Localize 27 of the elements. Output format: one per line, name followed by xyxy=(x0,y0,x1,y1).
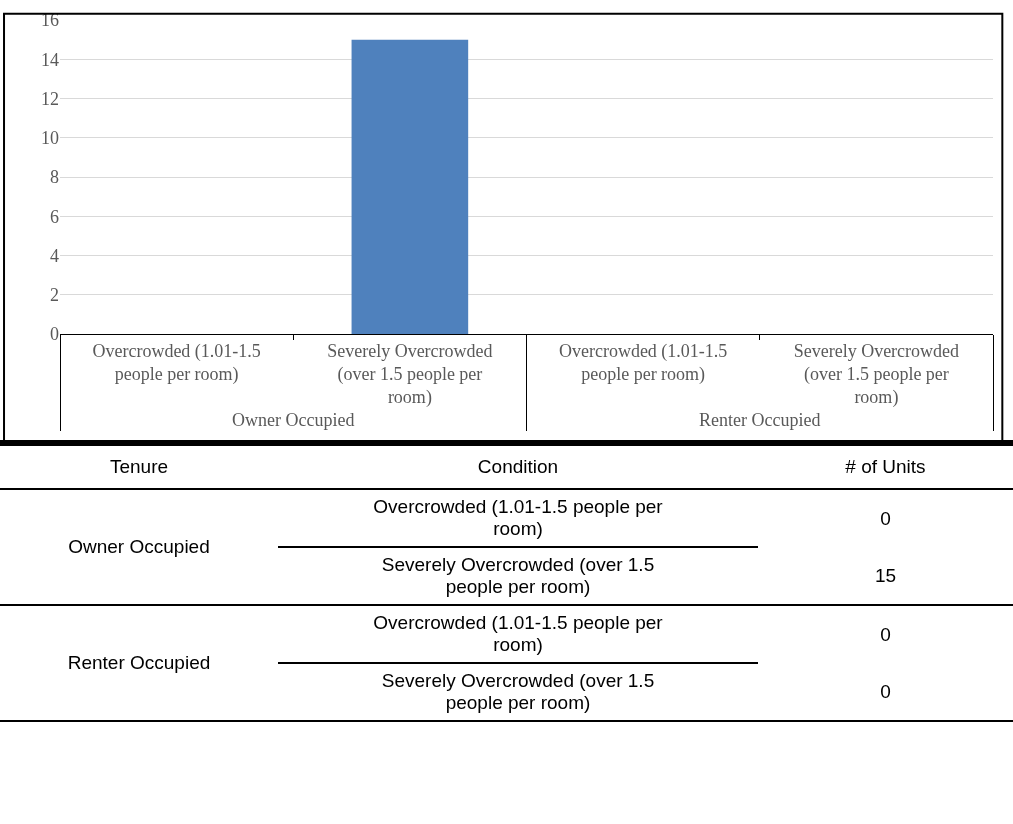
text: Owner Occupied xyxy=(0,489,278,605)
y-tick-label: 2 xyxy=(50,285,59,306)
text: Renter Occupied xyxy=(0,605,278,721)
text: Renter Occupied xyxy=(699,410,821,431)
y-tick-label: 0 xyxy=(50,324,59,345)
data-label: 0 xyxy=(758,663,1013,721)
text: # of Units xyxy=(844,455,927,479)
category-label: Overcrowded (1.01-1.5 people per room) xyxy=(278,605,758,663)
data-label: 15 xyxy=(758,547,1013,605)
x-tick-label: Overcrowded (1.01-1.5 people per room) xyxy=(92,340,261,385)
y-tick-label: 14 xyxy=(41,49,59,70)
text: Condition xyxy=(476,455,560,479)
text: Tenure xyxy=(108,455,170,479)
y-tick-label: 6 xyxy=(50,206,59,227)
data-label: 0 xyxy=(879,622,892,647)
text: Owner Occupied xyxy=(232,410,355,431)
y-tick-label: 8 xyxy=(50,167,59,188)
x-tick-label: Severely Overcrowded (over 1.5 people per room) xyxy=(793,340,960,409)
x-tick-label: Severely Overcrowded (over 1.5 people per room) xyxy=(327,340,493,409)
data-label: 0 xyxy=(879,506,892,531)
y-tick-label: 4 xyxy=(50,245,59,266)
category-label: Overcrowded (1.01-1.5 people per room) xyxy=(278,489,758,547)
x-tick-label: Overcrowded (1.01-1.5 people per room) xyxy=(558,340,728,385)
category-label: Severely Overcrowded (over 1.5 people per room) xyxy=(278,547,758,605)
category-label: Severely Overcrowded (over 1.5 people per room) xyxy=(278,663,758,721)
y-tick-label: 10 xyxy=(41,128,59,149)
y-tick-label: 12 xyxy=(41,88,59,109)
